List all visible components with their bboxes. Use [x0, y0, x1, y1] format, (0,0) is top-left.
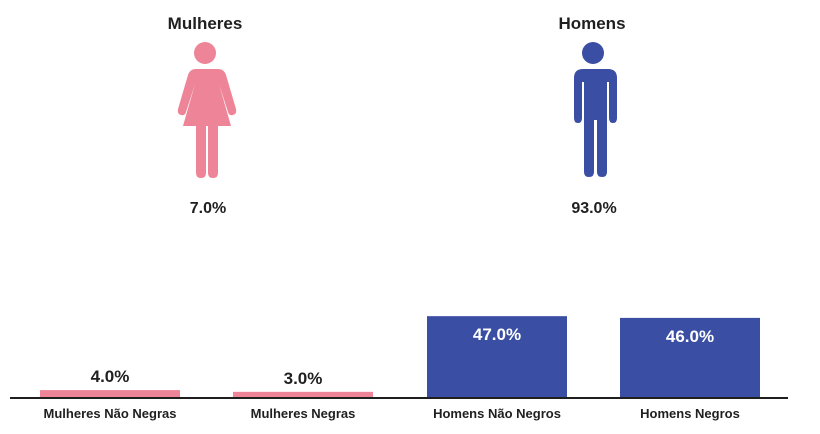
bar-1 [40, 390, 180, 397]
men-title: Homens [558, 14, 626, 33]
bar-4 [620, 317, 760, 397]
bars-group: 4.0% 3.0% 47.0% 46.0% [40, 316, 760, 397]
bar-value-label: 46.0% [666, 327, 714, 346]
man-icon [574, 42, 617, 177]
bar-value-label: 3.0% [284, 369, 323, 388]
bar-2 [233, 391, 373, 397]
category-label: Mulheres Negras [251, 406, 356, 421]
woman-icon [177, 42, 237, 178]
category-label: Homens Não Negros [433, 406, 561, 421]
category-label: Homens Negros [640, 406, 740, 421]
women-percent: 7.0% [189, 200, 227, 217]
bar-value-label: 47.0% [473, 325, 521, 344]
bar-3 [427, 316, 567, 397]
women-title: Mulheres [167, 14, 243, 33]
labels-group: Mulheres Não Negras Mulheres Negras Homens… [44, 406, 740, 421]
category-label: Mulheres Não Negras [44, 406, 177, 421]
bar-value-label: 4.0% [91, 367, 130, 386]
men-percent: 93.0% [571, 200, 617, 217]
